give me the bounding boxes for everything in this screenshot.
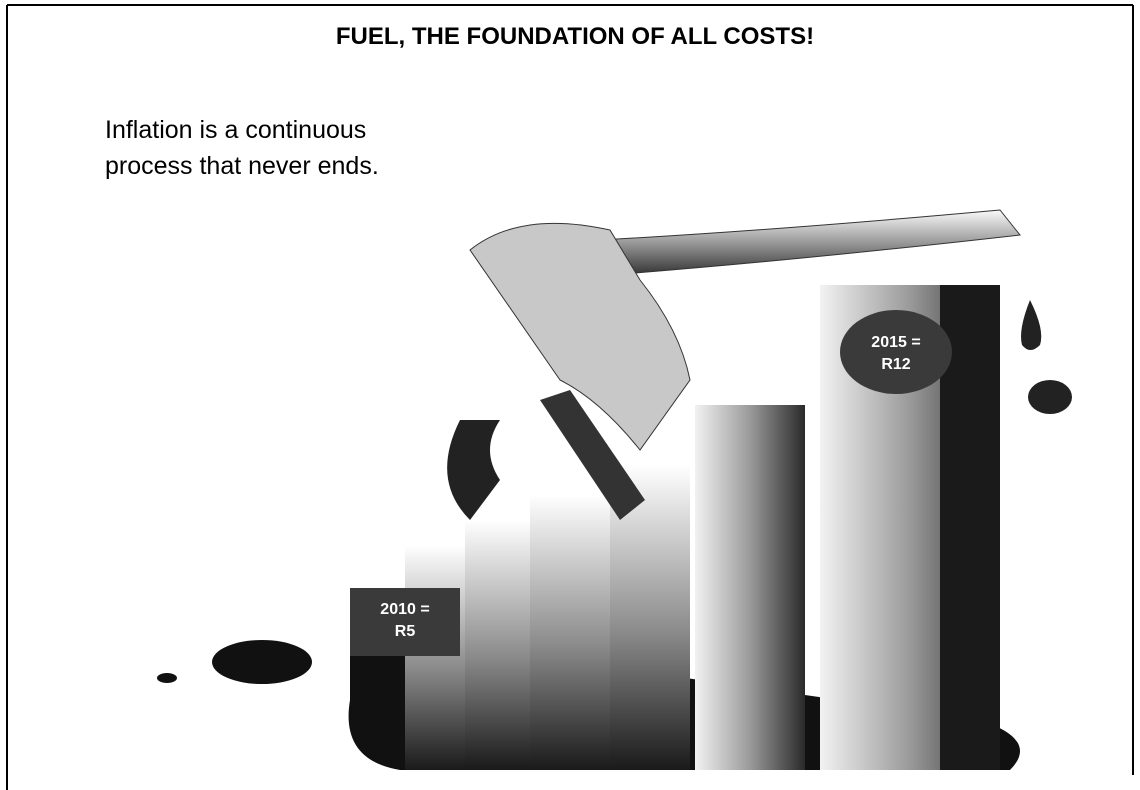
label-text: 2015 = xyxy=(871,334,920,351)
label-box xyxy=(350,588,460,656)
illustration xyxy=(157,210,1072,770)
slide: FUEL, THE FOUNDATION OF ALL COSTS! Infla… xyxy=(0,0,1140,790)
label-text: R5 xyxy=(395,623,416,640)
label-text: R12 xyxy=(881,356,910,373)
page: FUEL, THE FOUNDATION OF ALL COSTS! Infla… xyxy=(0,0,1140,790)
body-line: Inflation is a continuous xyxy=(105,116,366,144)
label-box xyxy=(840,310,952,394)
label-text: 2010 = xyxy=(380,601,429,618)
title: FUEL, THE FOUNDATION OF ALL COSTS! xyxy=(336,23,814,50)
body-line: process that never ends. xyxy=(105,152,379,180)
